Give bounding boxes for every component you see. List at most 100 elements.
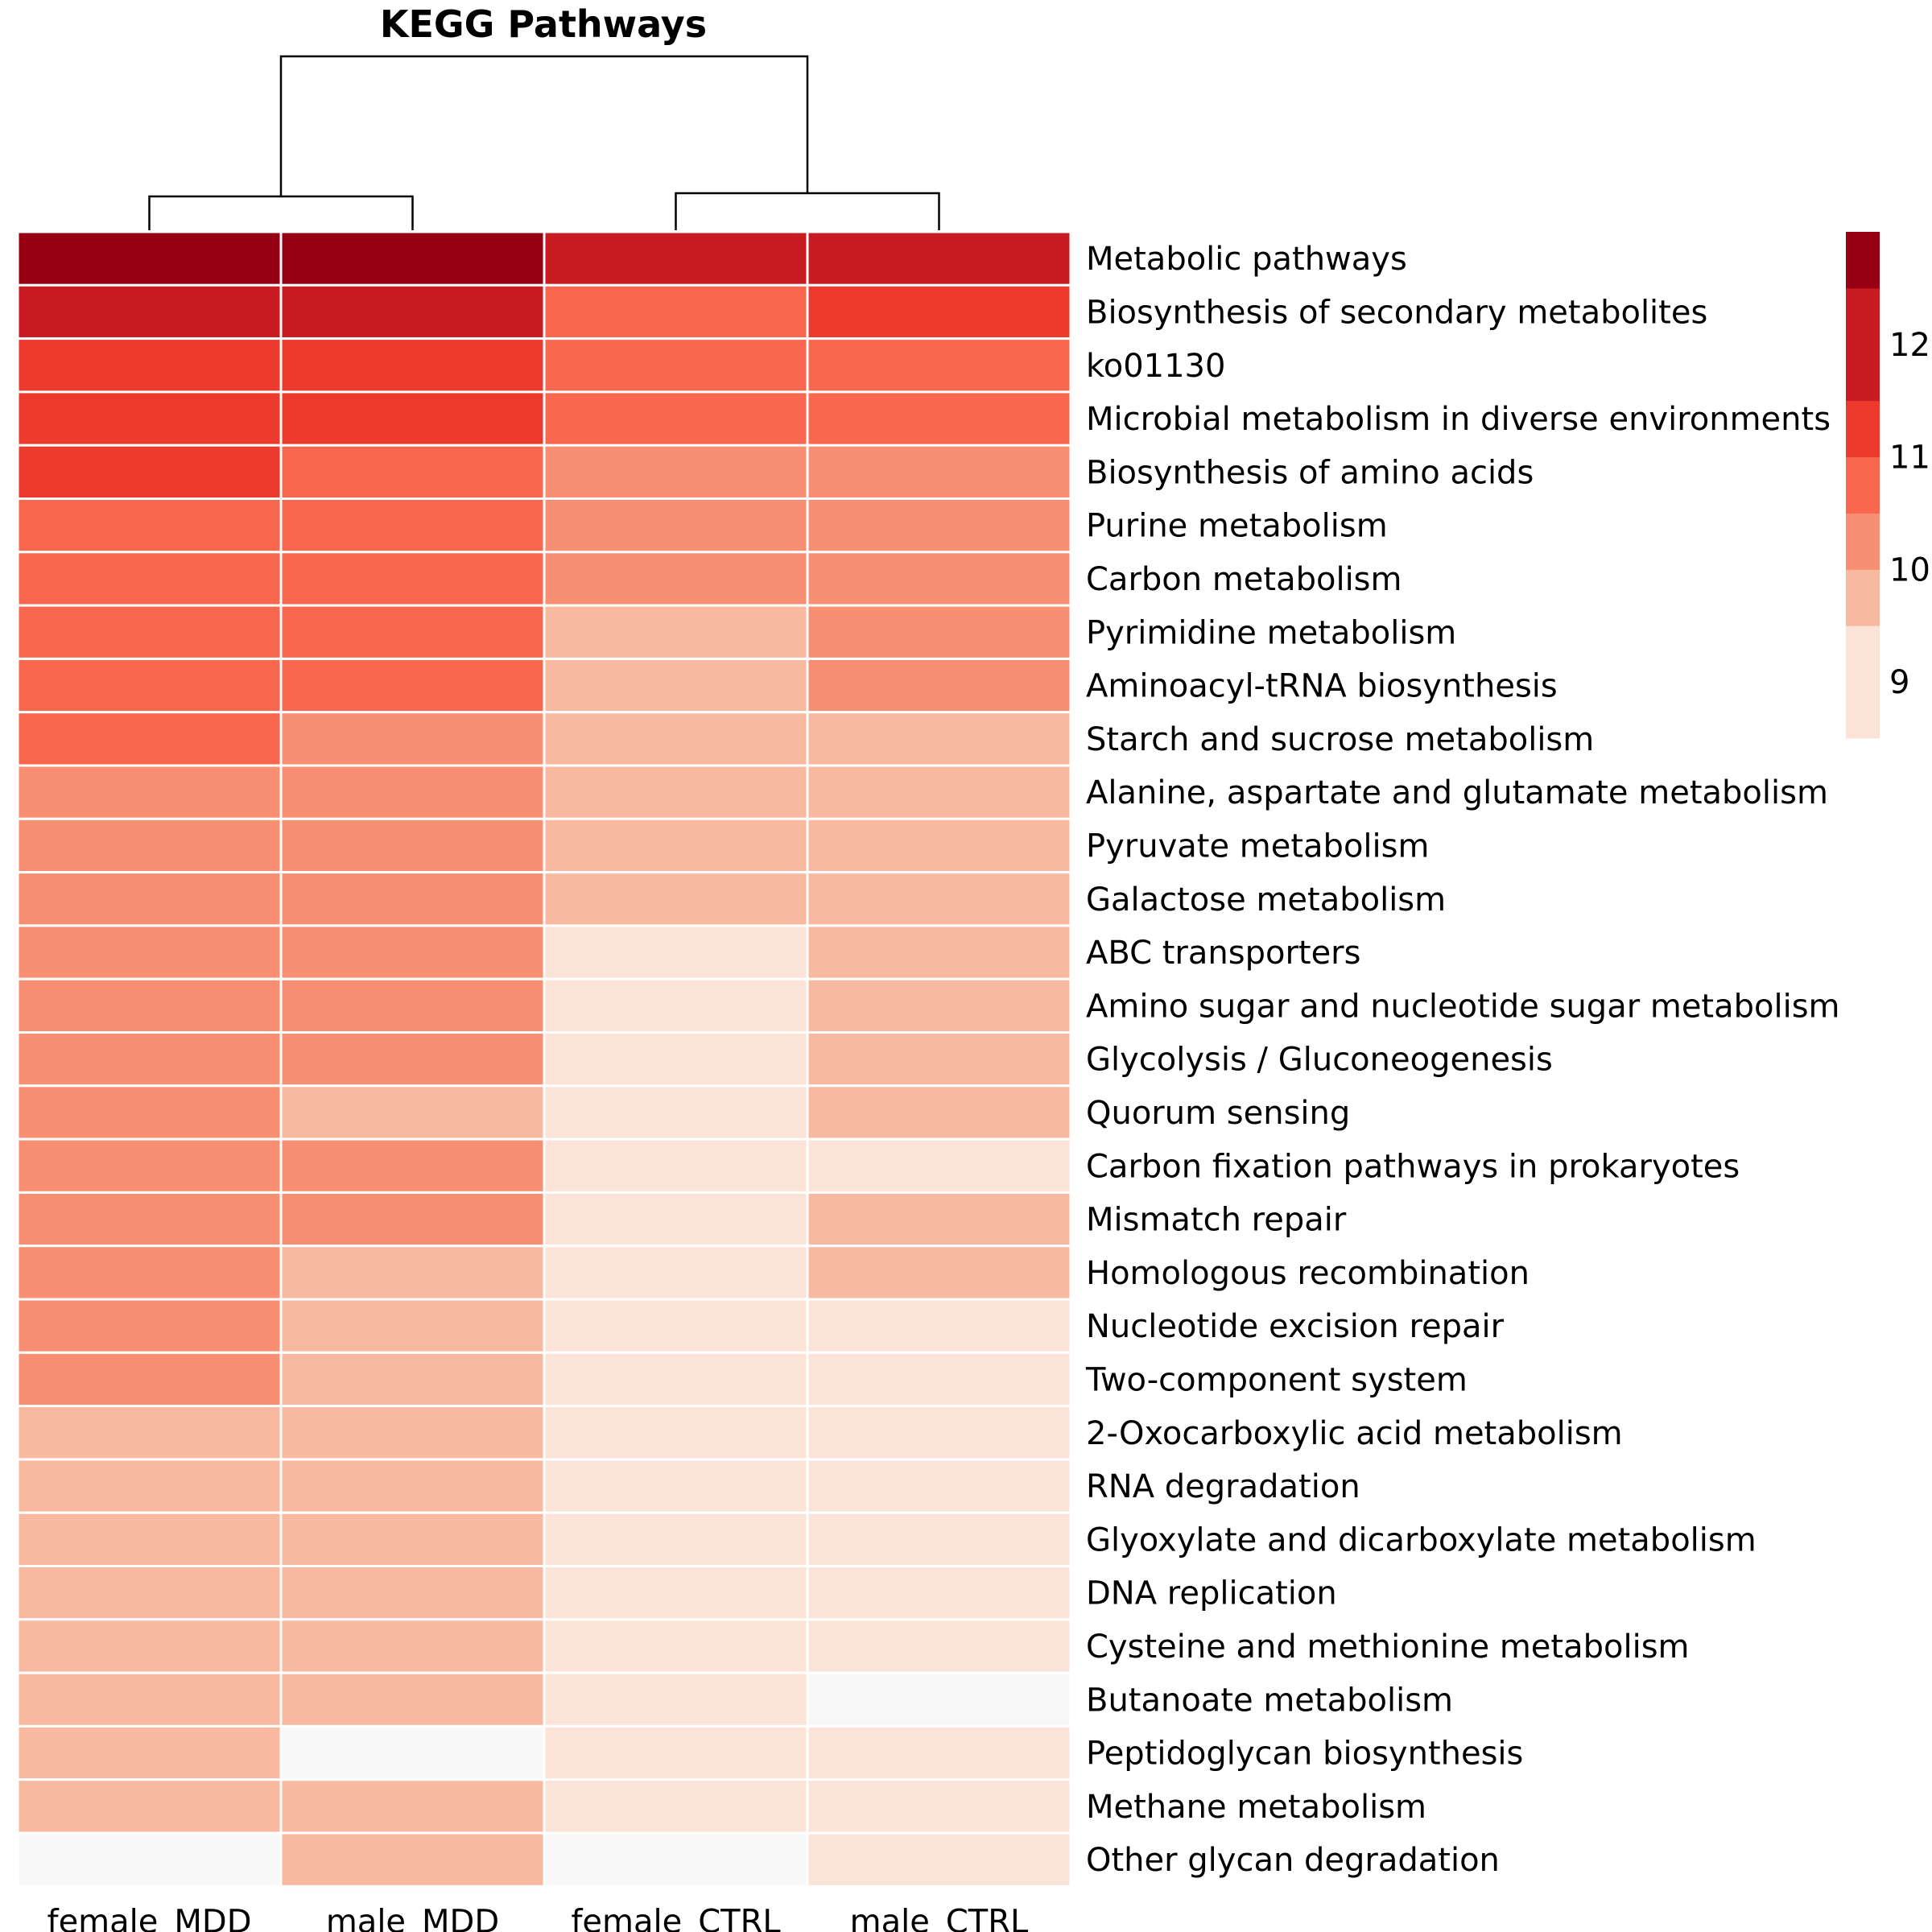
heatmap-cell	[16, 1724, 283, 1781]
heatmap-cell	[16, 1031, 283, 1088]
row-label: Galactose metabolism	[1086, 881, 1446, 919]
heatmap-cell	[806, 230, 1072, 287]
heatmap-cell	[543, 1405, 809, 1461]
heatmap-cell	[543, 337, 809, 394]
heatmap-cell	[543, 1084, 809, 1141]
legend-color-bin	[1846, 400, 1880, 458]
heatmap-cell	[543, 977, 809, 1034]
heatmap-cell	[543, 1245, 809, 1301]
heatmap-cell	[543, 764, 809, 820]
heatmap-cell	[806, 1831, 1072, 1888]
heatmap-cell	[543, 604, 809, 660]
row-label: RNA degradation	[1086, 1468, 1360, 1505]
heatmap-cell	[806, 604, 1072, 660]
row-label: Alanine, aspartate and glutamate metabol…	[1086, 774, 1828, 811]
column-label: female_CTRL	[571, 1903, 781, 1932]
row-label: Glycolysis / Gluconeogenesis	[1086, 1042, 1553, 1079]
heatmap-cell	[279, 711, 546, 767]
heatmap-cell	[16, 1405, 283, 1461]
heatmap-cell	[806, 764, 1072, 820]
row-label: Amino sugar and nucleotide sugar metabol…	[1086, 988, 1840, 1025]
heatmap-cell	[543, 283, 809, 341]
column-labels: female_MDD male_MDD female_CTRL male_CTRL	[47, 1903, 1029, 1932]
row-label: Aminoacyl-tRNA biosynthesis	[1086, 668, 1558, 705]
heatmap-cell	[16, 1351, 283, 1408]
row-label: ABC transporters	[1086, 935, 1360, 972]
heatmap-cell	[543, 1137, 809, 1194]
heatmap-cell	[279, 817, 546, 874]
heatmap-cell	[279, 1031, 546, 1088]
row-label: Homologous recombination	[1086, 1255, 1530, 1292]
heatmap-cell	[16, 551, 283, 607]
heatmap-cell	[279, 1724, 546, 1781]
heatmap-cell	[16, 337, 283, 394]
legend-tick-label: 10	[1889, 551, 1930, 588]
heatmap-cell	[806, 1778, 1072, 1835]
heatmap-cell	[279, 657, 546, 714]
heatmap-cell	[16, 283, 283, 341]
legend-color-bin	[1846, 287, 1880, 345]
dendrogram-root	[279, 55, 809, 196]
heatmap-cell	[806, 1351, 1072, 1408]
heatmap-cell	[543, 1831, 809, 1888]
heatmap-cell	[16, 1671, 283, 1728]
heatmap-cell	[806, 657, 1072, 714]
heatmap-cell	[806, 1191, 1072, 1248]
heatmap-cell	[543, 551, 809, 607]
heatmap-cell	[16, 1831, 283, 1888]
heatmap-cell	[16, 604, 283, 660]
heatmap-cell	[16, 497, 283, 554]
heatmap-cell	[279, 444, 546, 501]
heatmap-cell	[543, 444, 809, 501]
heatmap-cell	[806, 924, 1072, 980]
heatmap-cell	[16, 1137, 283, 1194]
legend-color-bin	[1846, 513, 1880, 570]
heatmap-cell	[543, 871, 809, 927]
row-label: Metabolic pathways	[1086, 241, 1407, 278]
column-label: female_MDD	[47, 1903, 251, 1932]
heatmap-cell	[279, 1137, 546, 1194]
heatmap-cell	[543, 1351, 809, 1408]
row-label: Biosynthesis of amino acids	[1086, 454, 1534, 491]
heatmap-cell	[806, 1405, 1072, 1461]
heatmap-cell	[806, 1298, 1072, 1354]
heatmap-cell	[543, 817, 809, 874]
heatmap-cell	[279, 977, 546, 1034]
column-label: male_MDD	[326, 1903, 499, 1932]
heatmap-cell	[16, 1458, 283, 1514]
heatmap-cell	[806, 1245, 1072, 1301]
heatmap-cell	[16, 1618, 283, 1674]
legend-color-bin	[1846, 232, 1880, 289]
legend-color-bin	[1846, 625, 1880, 683]
heatmap-cell	[16, 924, 283, 980]
heatmap-cell	[16, 1565, 283, 1621]
heatmap-cell	[543, 1724, 809, 1781]
heatmap-cells	[16, 230, 1072, 1888]
row-label: Two-component system	[1085, 1361, 1468, 1398]
heatmap-cell	[806, 1618, 1072, 1674]
heatmap-cell	[806, 1511, 1072, 1567]
row-label: Pyruvate metabolism	[1086, 828, 1429, 865]
row-label: Glyoxylate and dicarboxylate metabolism	[1086, 1521, 1757, 1558]
heatmap-cell	[806, 497, 1072, 554]
row-label: Cysteine and methionine metabolism	[1086, 1629, 1690, 1666]
heatmap-cell	[16, 1191, 283, 1248]
row-label: Peptidoglycan biosynthesis	[1086, 1736, 1523, 1773]
heatmap-cell	[16, 817, 283, 874]
row-label: ko01130	[1086, 348, 1225, 385]
legend-tick-label: 9	[1889, 664, 1909, 701]
row-label: Methane metabolism	[1086, 1789, 1426, 1826]
heatmap-cell	[279, 1245, 546, 1301]
row-label: Microbial metabolism in diverse environm…	[1086, 401, 1831, 438]
heatmap-cell	[16, 711, 283, 767]
heatmap-cell	[279, 1298, 546, 1354]
heatmap-cell	[279, 1618, 546, 1674]
row-label: Pyrimidine metabolism	[1086, 614, 1456, 651]
legend-color-bin	[1846, 344, 1880, 402]
heatmap-cell	[543, 1191, 809, 1248]
row-labels: Metabolic pathways Biosynthesis of second…	[1085, 241, 1840, 1879]
heatmap-cell	[279, 604, 546, 660]
heatmap-cell	[279, 230, 546, 287]
heatmap-cell	[806, 817, 1072, 874]
row-label: Carbon fixation pathways in prokaryotes	[1086, 1148, 1740, 1185]
